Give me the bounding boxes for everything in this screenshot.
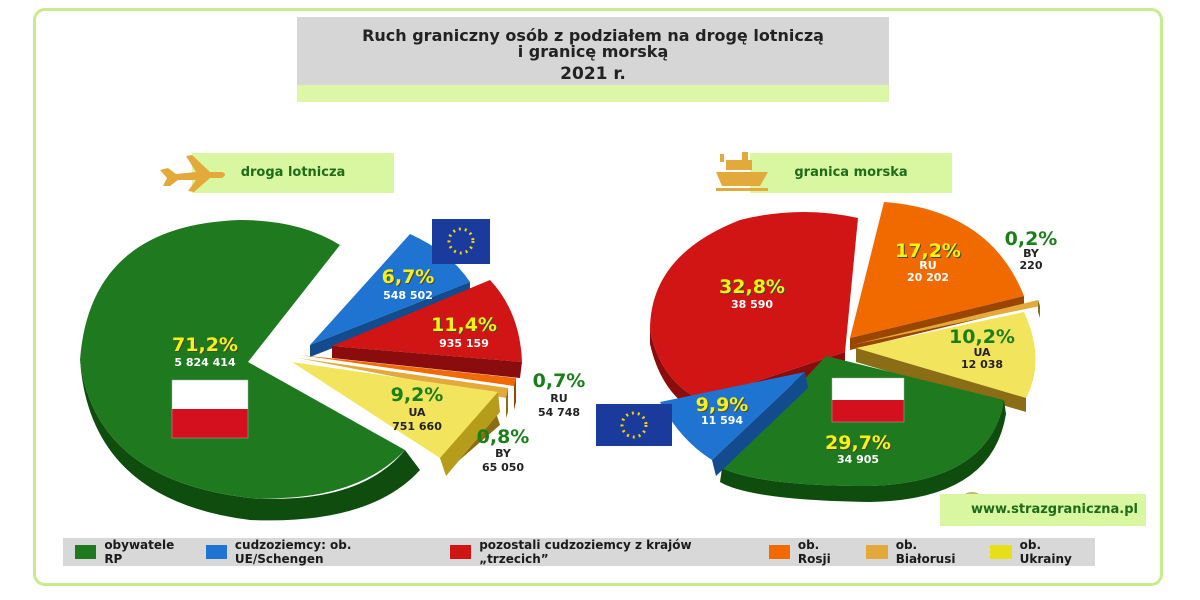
legend-label: cudzoziemcy: ob. UE/Schengen bbox=[234, 538, 352, 566]
air-slice-eu bbox=[310, 234, 470, 345]
sea-eu-percent: 9,9% bbox=[695, 394, 749, 416]
air-slice-rp bbox=[80, 220, 405, 499]
legend: obywatele RP cudzoziemcy: ob. UE/Schenge… bbox=[63, 538, 1095, 566]
sea-third-percent: 32,8% bbox=[719, 276, 785, 298]
sea-slice-eu-depth bbox=[712, 372, 808, 476]
sea-slice-by bbox=[852, 300, 1040, 345]
chart-title-line1: Ruch graniczny osób z podziałem na drogę… bbox=[362, 26, 824, 45]
air-slice-ru-depth bbox=[514, 378, 516, 410]
legend-label: ob. Rosji bbox=[797, 538, 831, 566]
air-slice-ru bbox=[300, 355, 516, 386]
air-ua-percent: 9,2% bbox=[390, 384, 444, 406]
sea-by-value: 220 bbox=[1019, 259, 1043, 272]
legend-swatch-red bbox=[449, 545, 472, 559]
air-slice-ua-side bbox=[440, 392, 500, 476]
eu-flag-sea-icon bbox=[596, 404, 672, 446]
sea-eu-value: 11 594 bbox=[700, 414, 744, 427]
airplane-icon bbox=[160, 155, 225, 192]
sea-slice-ru-depth bbox=[850, 296, 1024, 350]
air-by-code: BY bbox=[495, 447, 511, 460]
sea-ua-percent: 10,2% bbox=[949, 326, 1015, 348]
chart-title-year: 2021 r. bbox=[560, 64, 626, 84]
air-slice-ua bbox=[292, 362, 498, 458]
legend-swatch-green bbox=[75, 545, 97, 559]
website-link[interactable]: www.strazgraniczna.pl bbox=[940, 494, 1146, 526]
air-slice-by-depth bbox=[506, 388, 508, 418]
legend-label: obywatele RP bbox=[104, 538, 175, 566]
air-by-value: 65 050 bbox=[481, 461, 525, 474]
air-eu-value: 548 502 bbox=[383, 289, 433, 302]
legend-item-third: pozostali cudzoziemcy z krajów „trzecich… bbox=[449, 538, 757, 566]
legend-label: pozostali cudzoziemcy z krajów „trzecich… bbox=[479, 538, 692, 566]
legend-item-by: ob. Białorusi bbox=[866, 538, 978, 566]
eu-flag-icon bbox=[432, 219, 490, 264]
legend-item-rp: obywatele RP bbox=[75, 538, 194, 566]
air-ru-percent: 0,7% bbox=[532, 370, 586, 392]
sea-by-percent: 0,2% bbox=[1004, 228, 1058, 250]
legend-swatch-orange bbox=[768, 545, 790, 559]
air-third-value: 935 159 bbox=[439, 337, 489, 350]
title-box: Ruch graniczny osób z podziałem na drogę… bbox=[297, 17, 889, 85]
sea-rp-value: 34 905 bbox=[836, 453, 880, 466]
sea-slice-rp-depth bbox=[720, 400, 1006, 502]
air-third-percent: 11,4% bbox=[431, 314, 497, 336]
air-slice-third bbox=[332, 280, 522, 362]
legend-swatch-blue bbox=[205, 545, 227, 559]
sea-pie bbox=[596, 202, 1040, 502]
air-by-percent: 0,8% bbox=[476, 426, 530, 448]
legend-item-eu: cudzoziemcy: ob. UE/Schengen bbox=[205, 538, 438, 566]
sea-section-label: granica morska bbox=[750, 153, 952, 193]
sea-by-code: BY bbox=[1023, 247, 1039, 260]
air-ua-code: UA bbox=[408, 406, 426, 419]
legend-label: ob. Ukrainy bbox=[1019, 538, 1072, 566]
sea-rp-percent: 29,7% bbox=[825, 432, 891, 454]
ship-icon bbox=[716, 152, 768, 191]
air-rp-value: 5 824 414 bbox=[174, 356, 236, 369]
legend-swatch-tan bbox=[866, 545, 888, 559]
sea-ru-percent: 17,2% bbox=[895, 240, 961, 262]
sea-slice-third bbox=[650, 211, 858, 400]
sea-slice-by-depth bbox=[1038, 300, 1040, 318]
title-underline bbox=[297, 85, 889, 102]
air-pie bbox=[80, 219, 522, 521]
sea-ua-value: 12 038 bbox=[960, 358, 1004, 371]
air-eu-percent: 6,7% bbox=[381, 266, 435, 288]
legend-item-ua: ob. Ukrainy bbox=[990, 538, 1095, 566]
sea-ru-value: 20 202 bbox=[906, 271, 950, 284]
sea-slice-ua bbox=[856, 312, 1036, 398]
air-slice-third-depth bbox=[332, 346, 522, 378]
outer-frame bbox=[33, 8, 1163, 586]
poland-flag-icon bbox=[171, 379, 249, 439]
legend-swatch-yellow bbox=[990, 545, 1012, 559]
air-slice-rp-depth bbox=[80, 360, 420, 521]
sea-ru-code: RU bbox=[919, 259, 937, 272]
legend-item-ru: ob. Rosji bbox=[768, 538, 855, 566]
poland-flag-sea-icon bbox=[831, 377, 905, 423]
air-rp-percent: 71,2% bbox=[172, 334, 238, 356]
air-ru-value: 54 748 bbox=[537, 406, 581, 419]
chart-title-line2: i granicę morską bbox=[517, 42, 669, 61]
air-ua-value: 751 660 bbox=[392, 420, 442, 433]
sea-slice-eu bbox=[660, 372, 805, 460]
air-slice-eu-depth bbox=[310, 282, 470, 357]
sea-ua-code: UA bbox=[973, 346, 991, 359]
air-section-label: droga lotnicza bbox=[192, 153, 394, 193]
air-ru-code: RU bbox=[550, 392, 568, 405]
sea-third-value: 38 590 bbox=[730, 298, 774, 311]
legend-label: ob. Białorusi bbox=[895, 538, 956, 566]
sea-slice-ru bbox=[850, 202, 1024, 338]
